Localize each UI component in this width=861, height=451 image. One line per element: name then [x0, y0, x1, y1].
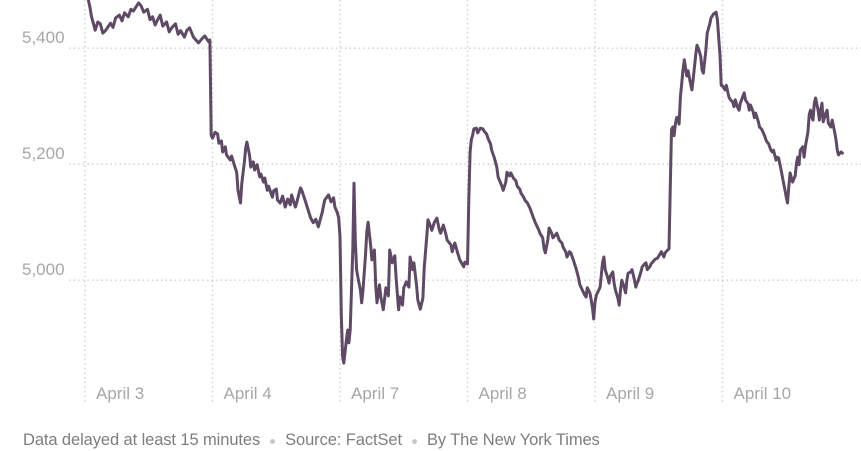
- x-axis-tick-label: April 7: [351, 384, 399, 403]
- separator-dot-icon: [411, 438, 417, 444]
- x-axis-tick-label: April 4: [224, 384, 272, 403]
- price-line: [86, 0, 844, 365]
- x-axis-tick-label: April 10: [734, 384, 792, 403]
- chart-footer: Data delayed at least 15 minutes Source:…: [23, 430, 600, 450]
- y-axis-tick-label: 5,000: [22, 260, 65, 279]
- x-axis-tick-label: April 9: [606, 384, 654, 403]
- y-axis-tick-label: 5,400: [22, 28, 65, 47]
- axis-labels: 5,400 5,200 5,000 April 3 April 4 April 7 Apri…: [22, 28, 791, 403]
- x-axis-tick-label: April 8: [479, 384, 527, 403]
- price-line-series: [86, 0, 844, 365]
- separator-dot-icon: [270, 438, 276, 444]
- gridlines: [69, 0, 861, 403]
- data-delay-note: Data delayed at least 15 minutes: [23, 430, 261, 449]
- y-axis-tick-label: 5,200: [22, 144, 65, 163]
- price-line-chart-canvas: 5,400 5,200 5,000 April 3 April 4 April 7 Apri…: [22, 0, 861, 403]
- x-axis-tick-label: April 3: [96, 384, 144, 403]
- byline: By The New York Times: [426, 430, 600, 449]
- source-attribution: Source: FactSet: [285, 430, 402, 449]
